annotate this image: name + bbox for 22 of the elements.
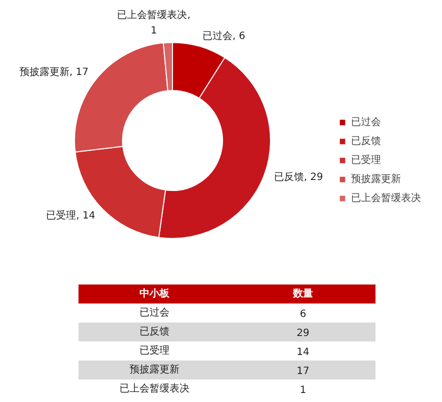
- data-label: 已上会暂缓表决, 1: [117, 9, 190, 36]
- data-label: 14: [296, 347, 310, 358]
- category-label: 已上会暂缓表决: [120, 382, 190, 394]
- legend-label: 已过会: [351, 116, 381, 129]
- category-label: 已过会: [140, 306, 170, 318]
- data-label: 预披露更新, 17: [19, 66, 89, 78]
- data-label: 17: [296, 366, 310, 377]
- text: 数量: [292, 288, 313, 300]
- legend-label: 已受理: [351, 154, 381, 167]
- category-label: 已受理: [140, 344, 170, 356]
- legend-label: 预披露更新: [351, 172, 401, 186]
- data-label: 1: [300, 385, 306, 396]
- legend-label: 已上会暂缓表决: [351, 192, 421, 205]
- category-label: 预披露更新: [130, 364, 180, 376]
- legend-label: 已反馈: [351, 135, 381, 148]
- data-label: 已过会, 6: [202, 30, 246, 42]
- category-label: 已反馈: [140, 326, 170, 338]
- data-label: 已受理, 14: [46, 209, 96, 222]
- data-label: 6: [300, 309, 306, 320]
- data-label: 29: [296, 328, 310, 339]
- text: 中小板: [140, 288, 170, 300]
- data-label: 已反馈, 29: [274, 171, 323, 184]
